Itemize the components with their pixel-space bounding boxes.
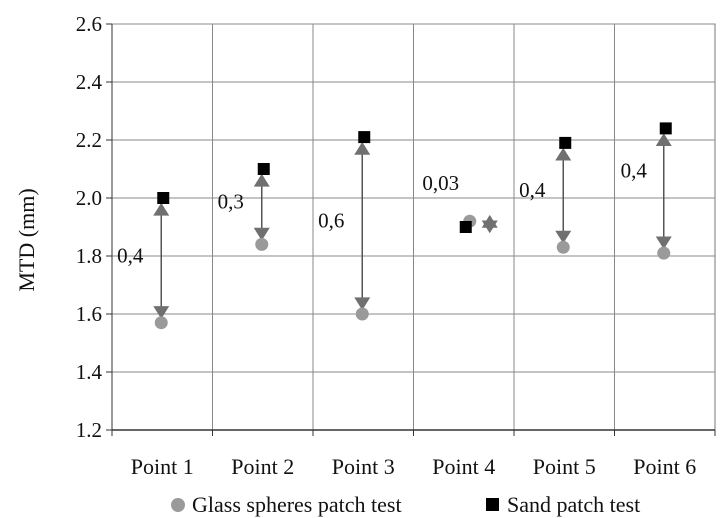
- x-tick-label: Point 6: [633, 454, 696, 479]
- legend-glass-label: Glass spheres patch test: [192, 492, 402, 517]
- arrowhead-down: [153, 306, 170, 319]
- sand-point: [358, 131, 371, 144]
- x-axis-ticks: Point 1 Point 2 Point 3 Point 4 Point 5 Point…: [111, 430, 716, 479]
- y-tick-label: 2.4: [76, 70, 103, 94]
- y-axis-ticks: 1.2 1.4 1.6 1.8 2.0 2.2 2.4 2.6: [76, 12, 112, 442]
- difference-label: 0,4: [117, 243, 144, 267]
- x-tick-label: Point 2: [231, 454, 294, 479]
- y-tick-label: 1.6: [76, 302, 102, 326]
- arrowhead-up: [354, 141, 371, 155]
- x-tick-label: Point 1: [131, 454, 194, 479]
- legend-sand-label: Sand patch test: [507, 492, 640, 517]
- arrowhead-up: [153, 202, 170, 216]
- arrowhead-down: [655, 236, 672, 250]
- glass-point: [154, 316, 168, 330]
- arrowhead-up: [655, 133, 672, 146]
- arrowhead-down: [481, 220, 498, 234]
- arrowhead-down: [555, 230, 572, 244]
- arrowhead-up: [555, 147, 572, 161]
- arrowhead-down: [354, 297, 371, 311]
- difference-label: 0,3: [218, 190, 244, 214]
- x-tick-label: Point 3: [332, 454, 395, 479]
- legend: Glass spheres patch test Sand patch test: [171, 492, 640, 517]
- y-tick-label: 1.8: [76, 244, 102, 268]
- sand-point: [257, 163, 270, 175]
- y-axis-label: MTD (mm): [14, 188, 39, 291]
- glass-point: [255, 237, 269, 251]
- difference-label: 0,4: [621, 159, 648, 183]
- legend-glass-marker: [171, 498, 185, 512]
- glass-point: [556, 240, 570, 254]
- difference-label: 0,4: [519, 178, 546, 202]
- y-tick-label: 1.4: [76, 360, 103, 384]
- glass-point: [657, 246, 671, 260]
- y-tick-label: 2.2: [76, 128, 102, 152]
- sand-point: [559, 136, 572, 149]
- arrowhead-down: [253, 227, 270, 241]
- y-tick-label: 1.2: [76, 418, 102, 442]
- arrowhead-up: [253, 173, 270, 187]
- y-tick-label: 2.6: [76, 12, 102, 36]
- difference-label: 0,03: [422, 171, 459, 195]
- y-tick-label: 2.0: [76, 186, 102, 210]
- difference-label: 0,6: [318, 209, 344, 233]
- legend-sand-marker: [486, 498, 499, 511]
- sand-point: [157, 192, 170, 204]
- glass-point: [355, 307, 369, 321]
- sand-point: [459, 221, 472, 233]
- data-marks: 0,4 0,3 0,6 0,03 0,4 0,4: [117, 122, 672, 330]
- x-tick-label: Point 4: [432, 454, 495, 479]
- sand-point: [659, 122, 672, 135]
- x-tick-label: Point 5: [533, 454, 596, 479]
